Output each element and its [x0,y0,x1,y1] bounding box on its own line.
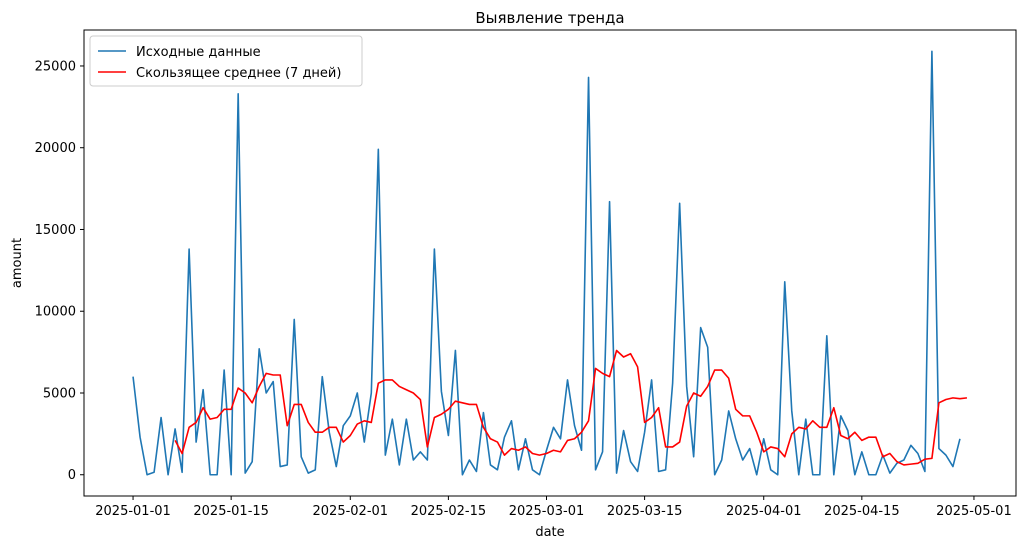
x-tick-label-2: 2025-02-01 [313,504,389,519]
x-tick-label-5: 2025-03-15 [607,504,683,519]
series-line-0 [132,50,961,476]
x-axis-label: date [535,525,564,540]
chart-title: Выявление тренда [475,9,624,27]
y-tick-label-5: 25000 [35,59,76,74]
x-tick-label-0: 2025-01-01 [95,504,171,519]
y-tick-label-3: 15000 [35,223,76,238]
y-tick-label-1: 5000 [43,386,76,401]
y-axis-label: amount [10,238,25,288]
x-tick-label-7: 2025-04-15 [824,504,900,519]
x-axis: 2025-01-01 2025-01-15 2025-02-01 2025-02-15… [95,496,1012,519]
legend-label-original: Исходные данные [136,45,261,60]
x-tick-label-6: 2025-04-01 [726,504,802,519]
y-axis: 0 5000 10000 15000 20000 25000 [35,59,84,483]
x-tick-label-1: 2025-01-15 [193,504,269,519]
y-tick-label-0: 0 [68,468,76,483]
y-tick-label-4: 20000 [35,141,76,156]
series-line-1 [174,349,968,466]
plot-area [132,50,968,476]
plot-frame [83,29,1017,497]
x-tick-label-8: 2025-05-01 [936,504,1012,519]
legend-box [89,35,363,87]
x-tick-label-3: 2025-02-15 [411,504,487,519]
x-tick-label-4: 2025-03-01 [509,504,585,519]
legend-label-moving-average: Скользящее среднее (7 дней) [136,66,341,81]
y-tick-label-2: 10000 [35,305,76,320]
legend: Исходные данные Скользящее среднее (7 дн… [89,35,363,87]
